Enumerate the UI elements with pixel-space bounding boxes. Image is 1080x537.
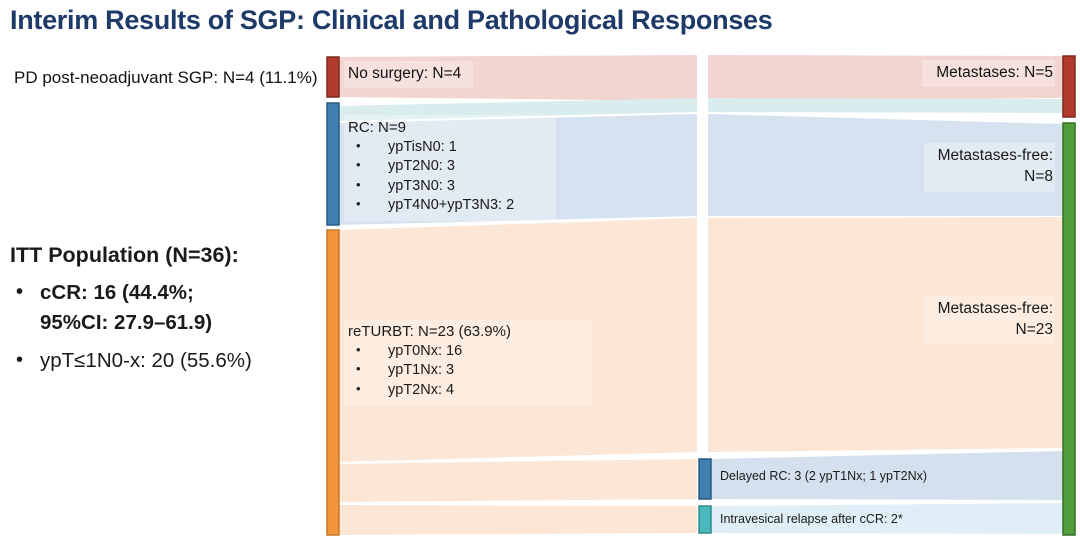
- returbt-bullet: ypT0Nx: 16: [348, 341, 578, 361]
- label-metastases-free-8: Metastases-free: N=8: [923, 143, 1055, 192]
- label-intravesical-relapse: Intravesical relapse after cCR: 2*: [720, 512, 903, 526]
- itt-bullet-list: cCR: 16 (44.4%; 95%CI: 27.9–61.9) ypT≤1N…: [10, 278, 325, 376]
- pd-post-neoadjuvant-note: PD post-neoadjuvant SGP: N=4 (11.1%): [14, 68, 318, 87]
- flow-intravesical-to-metastases-free: [711, 503, 1063, 534]
- slide-title: Interim Results of SGP: Clinical and Pat…: [10, 5, 773, 35]
- flow-no-surgery-to-metastases-right: [708, 55, 1063, 101]
- node-delayed-rc: [698, 458, 712, 500]
- label-rc-block: RC: N=9 ypTisN0: 1 ypT2N0: 3 ypT3N0: 3 y…: [344, 115, 556, 222]
- rc-bullet: ypT4N0+ypT3N3: 2: [348, 195, 542, 215]
- rc-bullet: ypT3N0: 3: [348, 176, 542, 196]
- flow-rc-to-metastases-left: [339, 98, 697, 121]
- label-no-surgery: No surgery: N=4: [344, 61, 474, 88]
- node-rc: [326, 102, 340, 226]
- itt-bullet-ccr: cCR: 16 (44.4%; 95%CI: 27.9–61.9): [10, 278, 325, 337]
- label-returbt-block: reTURBT: N=23 (63.9%) ypT0Nx: 16 ypT1Nx:…: [344, 319, 592, 406]
- returbt-bullet: ypT1Nx: 3: [348, 360, 578, 380]
- returbt-bullet: ypT2Nx: 4: [348, 380, 578, 400]
- rc-bullet: ypT2N0: 3: [348, 156, 542, 176]
- node-no-surgery: [326, 56, 340, 98]
- flow-no-surgery-to-metastases-left: [339, 55, 697, 101]
- node-returbt: [326, 229, 340, 536]
- itt-population-heading: ITT Population (N=36):: [10, 243, 239, 267]
- label-metastases-free-23: Metastases-free: N=23: [923, 296, 1055, 345]
- flow-returbt-to-metastases-free-right: [708, 217, 1063, 452]
- flow-delayed-rc-to-metastases-free: [711, 451, 1063, 500]
- node-intravesical-relapse: [698, 505, 712, 534]
- flow-rc-to-metastases-right: [708, 98, 1063, 113]
- returbt-bullet-list: ypT0Nx: 16 ypT1Nx: 3 ypT2Nx: 4: [348, 341, 578, 400]
- label-rc: RC: N=9: [348, 119, 406, 136]
- flow-returbt-to-metastases-free-left: [339, 218, 697, 462]
- node-metastases-free: [1062, 122, 1076, 536]
- flow-rc-to-metastases-free-right: [708, 114, 1063, 216]
- rc-bullet-list: ypTisN0: 1 ypT2N0: 3 ypT3N0: 3 ypT4N0+yp…: [348, 137, 542, 215]
- node-metastases: [1062, 55, 1076, 118]
- flow-returbt-to-delayed-rc: [339, 459, 697, 502]
- itt-population-block: ITT Population (N=36): cCR: 16 (44.4%; 9…: [10, 243, 325, 385]
- rc-bullet: ypTisN0: 1: [348, 137, 542, 157]
- flow-returbt-to-intravesical: [339, 505, 697, 535]
- itt-bullet-ypt: ypT≤1N0-x: 20 (55.6%): [10, 346, 325, 376]
- label-metastases: Metastases: N=5: [922, 60, 1055, 87]
- label-delayed-rc: Delayed RC: 3 (2 ypT1Nx; 1 ypT2Nx): [720, 469, 928, 483]
- label-returbt: reTURBT: N=23 (63.9%): [348, 323, 511, 340]
